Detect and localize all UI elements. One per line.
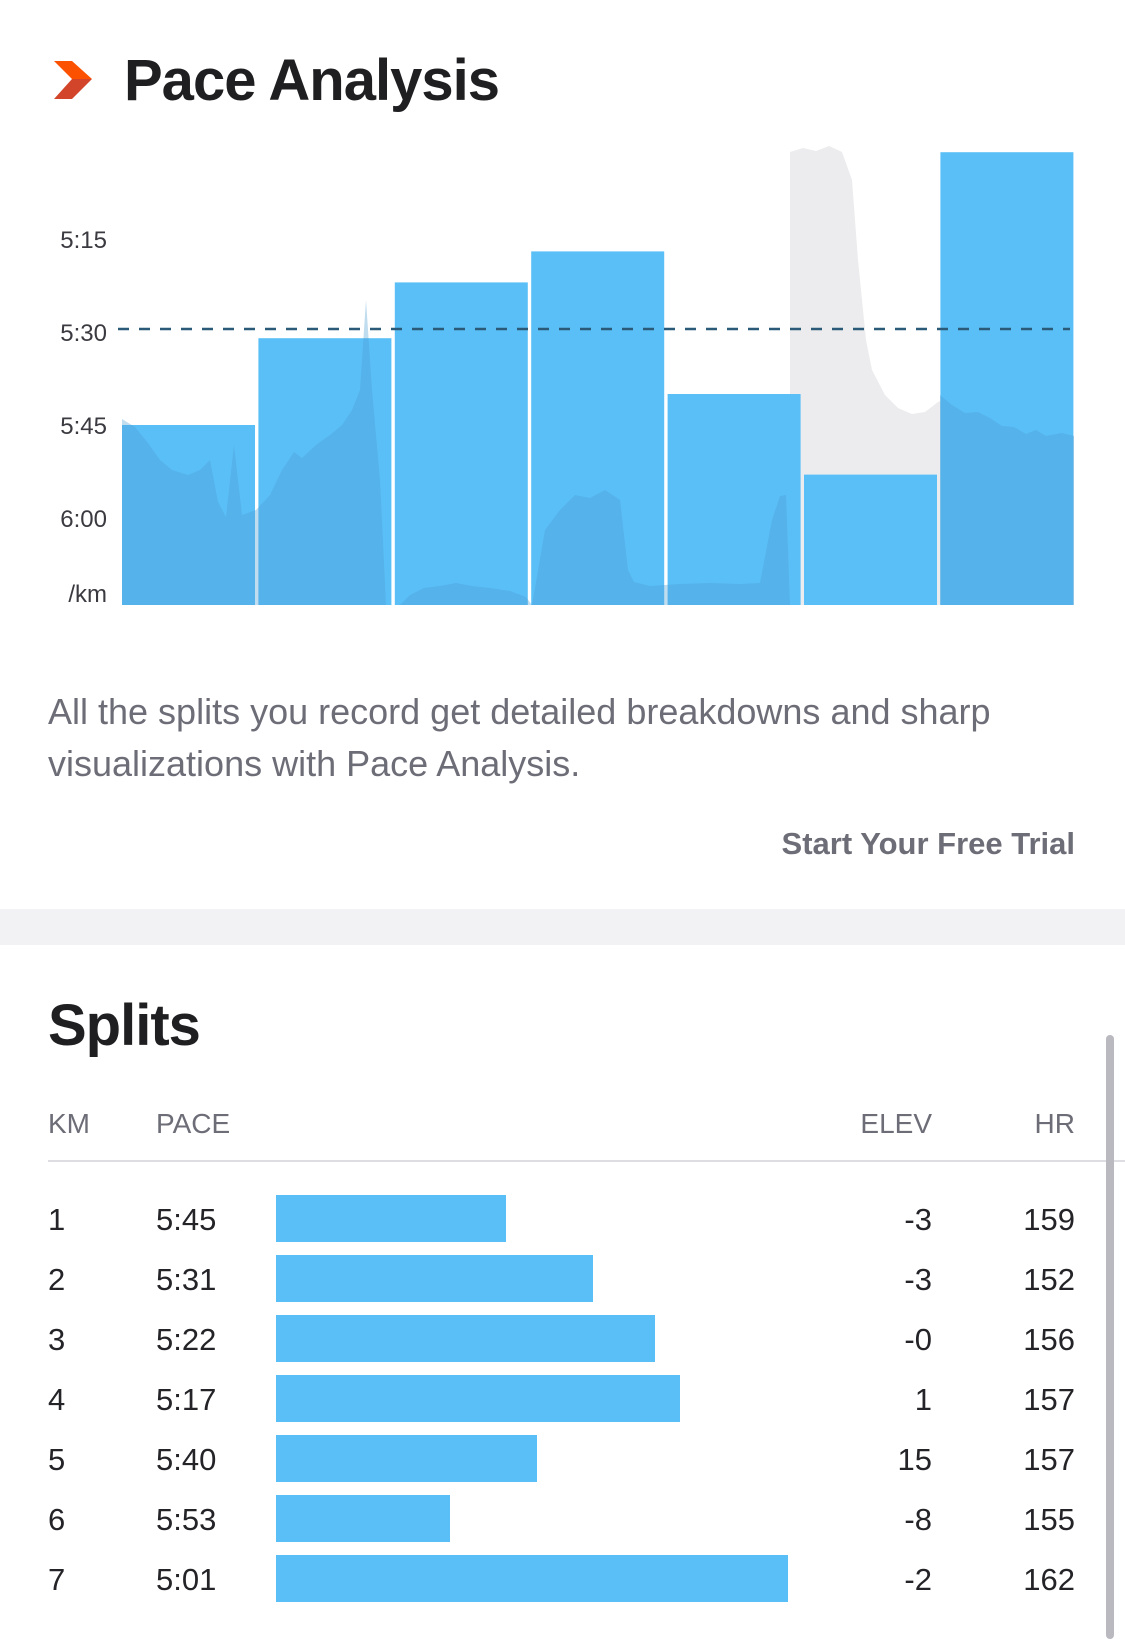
split-pace: 5:53 bbox=[156, 1502, 217, 1537]
elevation-overlay bbox=[122, 300, 1074, 605]
split-pace-bar bbox=[276, 1555, 788, 1602]
split-pace-bar bbox=[276, 1435, 537, 1482]
split-pace: 5:31 bbox=[156, 1262, 217, 1297]
split-elev: -3 bbox=[904, 1262, 932, 1297]
scrollbar[interactable] bbox=[1106, 1035, 1114, 1639]
col-header-elev: ELEV bbox=[860, 1108, 932, 1139]
y-unit-label: /km bbox=[68, 581, 107, 608]
y-tick-label: 6:00 bbox=[60, 506, 107, 533]
chevron-logo-icon bbox=[54, 61, 92, 99]
split-pace-bar bbox=[276, 1375, 680, 1422]
split-elev: 1 bbox=[914, 1382, 932, 1417]
pace-bar-km-3 bbox=[394, 282, 528, 605]
header: Pace Analysis bbox=[52, 47, 500, 113]
split-hr: 152 bbox=[1023, 1262, 1075, 1297]
split-hr: 155 bbox=[1023, 1502, 1075, 1537]
split-pace-bar bbox=[276, 1495, 450, 1542]
split-pace: 5:01 bbox=[156, 1562, 217, 1597]
split-hr: 157 bbox=[1023, 1382, 1075, 1417]
pace-bar-km-1 bbox=[122, 425, 255, 605]
section-divider bbox=[0, 909, 1125, 945]
splits-title: Splits bbox=[48, 993, 201, 1058]
pace-bar-km-7 bbox=[940, 152, 1074, 605]
split-hr: 159 bbox=[1023, 1202, 1075, 1237]
split-km: 6 bbox=[48, 1502, 66, 1537]
split-elev: 15 bbox=[897, 1442, 932, 1477]
split-km: 7 bbox=[48, 1562, 66, 1597]
table-row: 2 5:31 -3 152 bbox=[0, 1254, 1125, 1304]
split-pace-bar bbox=[276, 1315, 655, 1362]
split-pace: 5:17 bbox=[156, 1382, 217, 1417]
y-tick-label: 5:30 bbox=[60, 320, 107, 347]
pace-bar-km-2 bbox=[258, 338, 392, 605]
pace-analysis-chart: 5:15 5:30 5:45 6:00/km bbox=[60, 146, 1074, 608]
table-row: 4 5:17 1 157 bbox=[0, 1374, 1125, 1424]
table-row: 5 5:40 15 157 bbox=[0, 1434, 1125, 1484]
y-tick-label: 5:45 bbox=[60, 413, 107, 440]
table-row: 6 5:53 -8 155 bbox=[0, 1494, 1125, 1544]
y-tick-label: 5:15 bbox=[60, 227, 107, 254]
split-km: 5 bbox=[48, 1442, 66, 1477]
split-km: 4 bbox=[48, 1382, 66, 1417]
split-pace-bar bbox=[276, 1255, 593, 1302]
split-hr: 157 bbox=[1023, 1442, 1075, 1477]
split-pace-bar bbox=[276, 1195, 506, 1242]
pace-bar-km-6 bbox=[804, 474, 937, 605]
pace-bar-km-5 bbox=[667, 394, 801, 605]
start-free-trial-link[interactable]: Start Your Free Trial bbox=[781, 826, 1075, 861]
split-elev: -2 bbox=[904, 1562, 932, 1597]
split-pace: 5:45 bbox=[156, 1202, 217, 1237]
split-hr: 162 bbox=[1023, 1562, 1075, 1597]
split-elev: -8 bbox=[904, 1502, 932, 1537]
table-row: 1 5:45 -3 159 bbox=[0, 1194, 1125, 1244]
split-pace: 5:40 bbox=[156, 1442, 217, 1477]
split-elev: -0 bbox=[904, 1322, 932, 1357]
table-row: 3 5:22 -0 156 bbox=[0, 1314, 1125, 1364]
col-header-hr: HR bbox=[1034, 1108, 1075, 1139]
table-row: 7 5:01 -2 162 bbox=[0, 1554, 1125, 1604]
pace-analysis-description: All the splits you record get detailed b… bbox=[48, 691, 991, 784]
split-km: 1 bbox=[48, 1202, 66, 1237]
split-pace: 5:22 bbox=[156, 1322, 217, 1357]
split-km: 3 bbox=[48, 1322, 66, 1357]
col-header-km: KM bbox=[48, 1108, 90, 1139]
header-divider bbox=[48, 1160, 1125, 1162]
col-header-pace: PACE bbox=[156, 1108, 231, 1139]
split-km: 2 bbox=[48, 1262, 66, 1297]
pace-bar-km-4 bbox=[531, 251, 665, 605]
split-hr: 156 bbox=[1023, 1322, 1075, 1357]
split-elev: -3 bbox=[904, 1202, 932, 1237]
page-title: Pace Analysis bbox=[124, 47, 500, 113]
